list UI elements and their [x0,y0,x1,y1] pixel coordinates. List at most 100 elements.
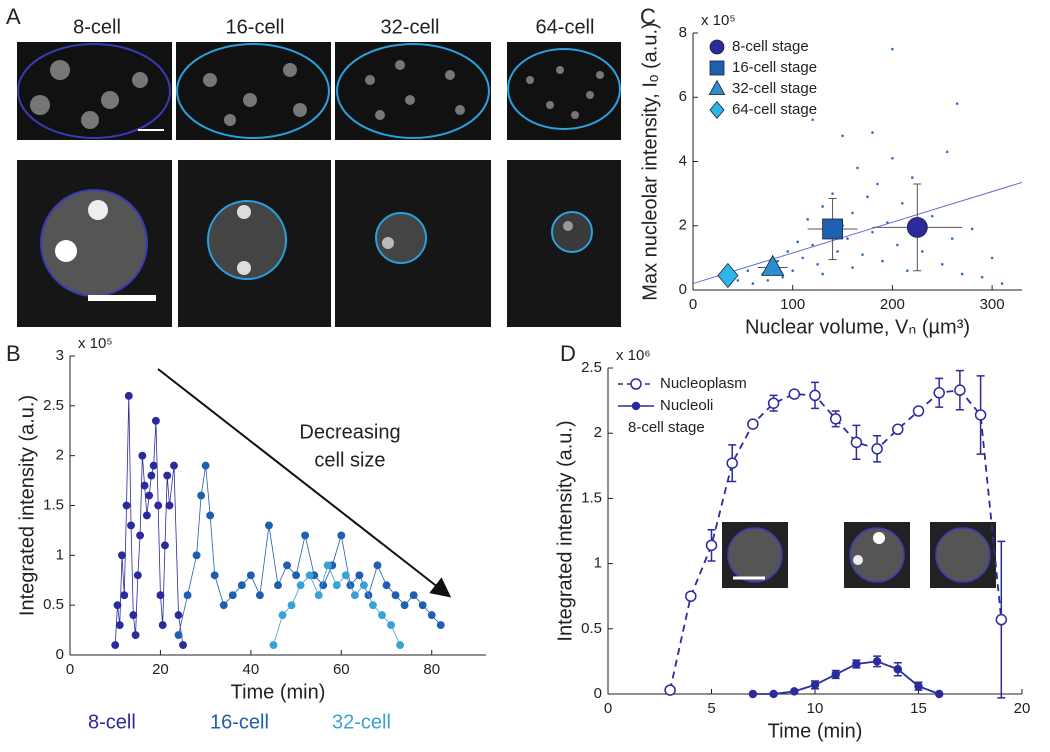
point [831,670,840,679]
legend-label: 32-cell stage [732,80,817,97]
panel-label: D [560,341,576,366]
point [314,591,323,600]
point [891,156,894,160]
point [301,531,310,540]
legend-marker [709,100,725,120]
y-tick-label: 2 [56,447,64,464]
series-line [752,660,940,695]
y-tick-label: 2.5 [581,359,602,376]
x-tick-label: 15 [910,700,927,717]
point [127,521,135,530]
point [912,405,925,417]
point [305,571,314,580]
y-axis-label: Max nucleolar intensity, Iₒ (a.u.) [639,22,661,300]
point [111,641,120,649]
point [228,591,237,600]
point [945,150,949,154]
point [974,409,987,421]
annotation: Decreasing [299,421,400,443]
point [158,621,167,630]
point [960,272,964,276]
point [287,601,296,610]
point [790,687,799,696]
y-tick-label: 0 [679,281,687,298]
point [1000,282,1004,285]
point [255,591,264,600]
point [400,601,409,610]
image-label: 8-cell [73,16,121,38]
stage-marker [906,216,928,238]
x-tick-label: 200 [880,296,905,313]
x-tick-label: 0 [66,661,74,678]
x-tick-label: 300 [980,296,1005,313]
point [796,240,799,244]
point [767,397,780,409]
x-tick-label: 40 [243,661,260,678]
point [914,681,923,691]
point [418,601,427,610]
point [781,275,785,279]
point [786,250,790,253]
point [921,250,924,253]
point [881,259,884,263]
point [427,611,436,620]
point [685,590,697,602]
y-axis-label: Integrated intensity (a.u.) [16,395,38,616]
point [846,237,849,240]
point [896,243,899,247]
point [387,621,395,630]
point [940,263,944,266]
point [871,443,883,455]
point [809,389,821,402]
y-tick-label: 1 [56,546,64,563]
point [788,388,801,400]
x-tick-label: 0 [689,296,697,313]
point [816,263,819,266]
point [138,451,147,460]
point [147,471,156,480]
x-tick-label: 20 [152,661,169,678]
point [246,571,255,580]
axis-multiplier: x 10⁵ [701,12,736,29]
legend-label: 8-cell stage [732,38,809,55]
series-line [114,395,184,646]
point [296,581,305,590]
point [852,659,861,669]
insets [722,522,996,588]
image-label: 16-cell [226,16,285,38]
y-tick-label: 1.5 [43,496,64,513]
stage-marker [761,254,785,276]
point [201,461,210,470]
point [149,461,158,470]
point [206,511,215,520]
point [876,182,879,186]
y-tick-label: 0 [56,646,64,663]
point [891,47,894,51]
point [269,641,278,649]
point [736,279,740,282]
x-axis-label: Nuclear volume, Vₙ (µm³) [745,316,970,338]
point [174,631,183,640]
point [836,250,839,253]
point [165,501,174,510]
point [219,601,228,610]
point [163,471,172,480]
point [278,611,287,620]
point [821,205,824,208]
x-axis-label: Time (min) [768,720,863,742]
point [122,501,131,510]
point [746,269,750,273]
y-tick-label: 6 [679,88,687,105]
point [776,259,780,263]
point [332,581,341,590]
point [970,227,974,231]
point [751,282,755,285]
arrow [157,368,452,598]
point [355,571,364,580]
legend-label: 64-cell stage [732,101,817,118]
point [930,214,934,218]
point [851,211,854,215]
y-tick-label: 2 [679,217,687,234]
point [861,253,864,256]
